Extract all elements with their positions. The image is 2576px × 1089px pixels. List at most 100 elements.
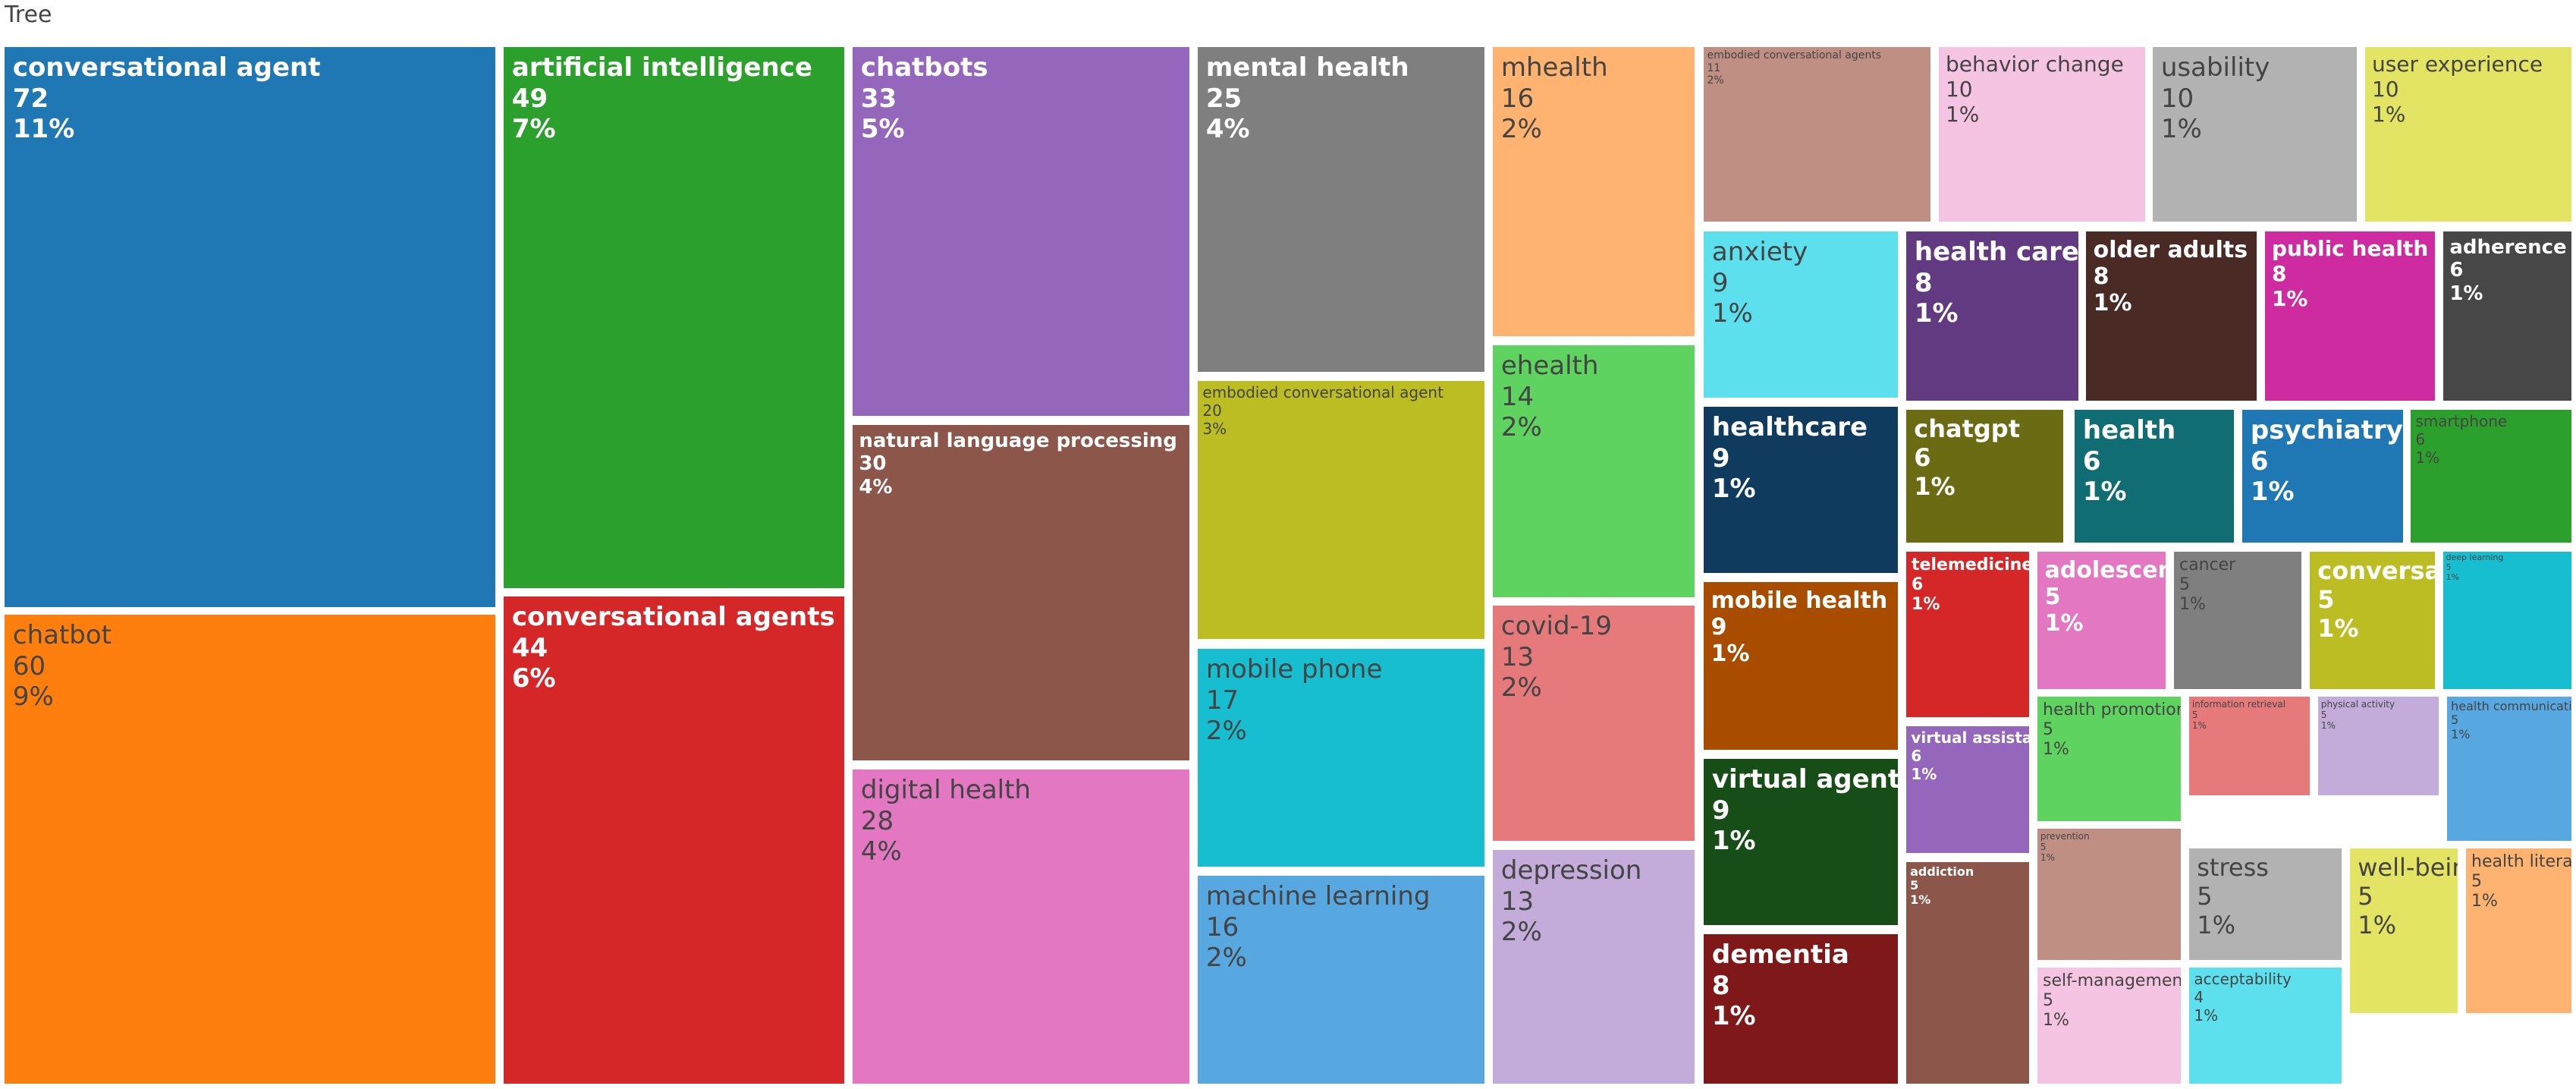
tile-text: smartphone 6 1% (2415, 413, 2507, 467)
treemap-tile-virtual-agent[interactable]: virtual agent 9 1% (1704, 759, 1898, 925)
tile-label: mhealth (1500, 52, 1608, 83)
tile-percent: 3% (1202, 419, 1227, 438)
tile-percent: 1% (1711, 825, 1756, 856)
tile-percent: 1% (1914, 297, 1959, 329)
treemap-tile-smartphone[interactable]: smartphone 6 1% (2411, 410, 2571, 543)
tile-label: prevention (2040, 830, 2090, 842)
tile-label: digital health (860, 775, 1031, 806)
treemap-tile-public-health[interactable]: public health 8 1% (2265, 231, 2435, 401)
tile-percent: 7% (511, 113, 556, 144)
treemap-tile-dementia[interactable]: dementia 8 1% (1704, 934, 1898, 1084)
tile-text: prevention 5 1% (2040, 831, 2090, 863)
treemap-tile-conversational-agent[interactable]: conversational agent 72 11% (5, 47, 495, 607)
treemap-tile-healthcare[interactable]: healthcare 9 1% (1704, 407, 1898, 573)
treemap-tile-chatbots[interactable]: chatbots 33 5% (853, 47, 1189, 416)
tile-text: healthcare 9 1% (1712, 412, 1868, 503)
treemap-tile-conversational-agent-ca[interactable]: conversational agent (ca)51% (2310, 552, 2435, 689)
treemap-tile-self-management[interactable]: self-management 5 1% (2037, 968, 2181, 1084)
treemap-tile-conversational-agents[interactable]: conversational agents 44 6% (504, 596, 844, 1084)
tile-text: chatgpt 6 1% (1914, 414, 2020, 501)
tile-text: natural language processing 30 4% (859, 430, 1177, 499)
tile-percent: 1% (2320, 719, 2336, 731)
treemap-tile-health-communication[interactable]: health communication51% (2447, 697, 2571, 841)
tile-label: health promotion (2043, 700, 2181, 719)
tile-label: healthcare (1711, 412, 1868, 443)
treemap-tile-chatgpt[interactable]: chatgpt 6 1% (1906, 410, 2063, 543)
tile-label: health literacy (2471, 851, 2571, 871)
treemap-tile-adherence[interactable]: adherence 6 1% (2443, 231, 2571, 401)
tile-percent: 1% (1912, 594, 1940, 614)
treemap-tile-well-being[interactable]: well-being51% (2350, 848, 2458, 1013)
tile-value: 6 (2415, 430, 2426, 449)
tile-label: telemedicine (1912, 555, 2029, 574)
treemap-tile-machine-learning[interactable]: machine learning 16 2% (1198, 876, 1484, 1084)
tile-label: natural language processing (859, 429, 1177, 452)
tile-text: mental health 25 4% (1206, 52, 1409, 143)
tile-value: 8 (2093, 263, 2109, 290)
tile-label: addiction (1910, 864, 1974, 879)
tile-percent: 1% (2179, 594, 2206, 614)
treemap-tile-mobile-phone[interactable]: mobile phone 17 2% (1198, 649, 1484, 867)
tile-percent: 1% (2082, 476, 2127, 507)
treemap-tile-anxiety[interactable]: anxiety 9 1% (1704, 231, 1898, 398)
treemap-tile-stress[interactable]: stress 5 1% (2189, 848, 2342, 960)
tile-label: artificial intelligence (511, 52, 812, 83)
tile-value: 49 (511, 83, 548, 114)
tile-text: mobile health 9 1% (1711, 587, 1888, 668)
treemap-tile-depression[interactable]: depression 13 2% (1493, 850, 1695, 1084)
treemap-tile-embodied-conversational-agent[interactable]: embodied conversational agent 20 3% (1198, 381, 1484, 639)
treemap-tile-mental-health[interactable]: mental health 25 4% (1198, 47, 1484, 372)
tile-value: 5 (2040, 841, 2047, 852)
tile-label: dementia (1711, 939, 1849, 971)
treemap-tile-health[interactable]: health 6 1% (2075, 410, 2234, 543)
tile-percent: 2% (1205, 715, 1247, 746)
tile-text: cancer 5 1% (2179, 556, 2235, 615)
treemap-tile-usability[interactable]: usability 10 1% (2153, 47, 2357, 222)
treemap-tile-telemedicine[interactable]: telemedicine 6 1% (1906, 552, 2029, 717)
tile-label: anxiety (1711, 237, 1808, 268)
tile-value: 5 (2358, 881, 2373, 911)
treemap-tile-artificial-intelligence[interactable]: artificial intelligence 49 7% (504, 47, 844, 588)
tile-label: virtual assistant (1911, 729, 2029, 748)
treemap-tile-cancer[interactable]: cancer 5 1% (2174, 552, 2301, 689)
treemap-tile-mhealth[interactable]: mhealth 16 2% (1493, 47, 1695, 336)
treemap-tile-covid-19[interactable]: covid-19 13 2% (1493, 606, 1695, 841)
tile-label: mobile phone (1205, 654, 1383, 685)
tile-text: well-being51% (2358, 853, 2458, 939)
treemap-tile-virtual-assistant[interactable]: virtual assistant61% (1906, 726, 2029, 853)
tile-text: usability 10 1% (2161, 52, 2270, 143)
tile-text: embodied conversational agents 11 2% (1707, 49, 1881, 87)
treemap-tile-health-care[interactable]: health care 8 1% (1906, 231, 2078, 401)
treemap-tile-prevention[interactable]: prevention 5 1% (2037, 829, 2181, 960)
treemap-tile-psychiatry[interactable]: psychiatry 6 1% (2242, 410, 2403, 543)
treemap-tile-mobile-health[interactable]: mobile health 9 1% (1704, 582, 1898, 750)
tile-text: virtual assistant61% (1911, 729, 2029, 783)
treemap-tile-health-literacy[interactable]: health literacy51% (2466, 848, 2571, 1013)
tile-percent: 1% (2043, 739, 2069, 759)
treemap-tile-user-experience[interactable]: user experience 10 1% (2365, 47, 2571, 222)
treemap-tile-chatbot[interactable]: chatbot 60 9% (5, 615, 495, 1084)
treemap-tile-adolescents[interactable]: adolescents51% (2037, 552, 2166, 689)
treemap-tile-deep-learning[interactable]: deep learning 5 1% (2443, 552, 2571, 689)
treemap-tile-behavior-change[interactable]: behavior change 10 1% (1939, 47, 2145, 222)
tile-text: covid-19 13 2% (1501, 611, 1612, 702)
treemap-tile-digital-health[interactable]: digital health 28 4% (853, 770, 1189, 1084)
treemap-tile-health-promotion[interactable]: health promotion 5 1% (2037, 697, 2181, 821)
treemap-tile-ehealth[interactable]: ehealth 14 2% (1493, 345, 1695, 597)
tile-percent: 2% (1500, 672, 1542, 703)
treemap-tile-physical-activity[interactable]: physical activity 5 1% (2318, 697, 2439, 795)
treemap-tile-acceptability[interactable]: acceptability 4 1% (2189, 968, 2342, 1084)
tile-label: mental health (1205, 52, 1409, 83)
tile-value: 5 (2320, 709, 2327, 720)
treemap-tile-embodied-conversational-agents[interactable]: embodied conversational agents 11 2% (1704, 47, 1930, 222)
tile-value: 5 (1910, 878, 1919, 893)
tile-percent: 2% (1707, 74, 1724, 87)
treemap-tile-older-adults[interactable]: older adults 8 1% (2086, 231, 2257, 401)
tile-percent: 1% (1711, 640, 1750, 668)
treemap-tile-addiction[interactable]: addiction 5 1% (1906, 862, 2029, 1084)
tile-label: embodied conversational agent (1202, 383, 1444, 402)
tile-text: anxiety 9 1% (1712, 237, 1808, 328)
treemap-tile-information-retrieval[interactable]: information retrieval 5 1% (2189, 697, 2310, 795)
tile-value: 16 (1205, 911, 1239, 943)
treemap-tile-natural-language-processing[interactable]: natural language processing 30 4% (853, 425, 1189, 760)
